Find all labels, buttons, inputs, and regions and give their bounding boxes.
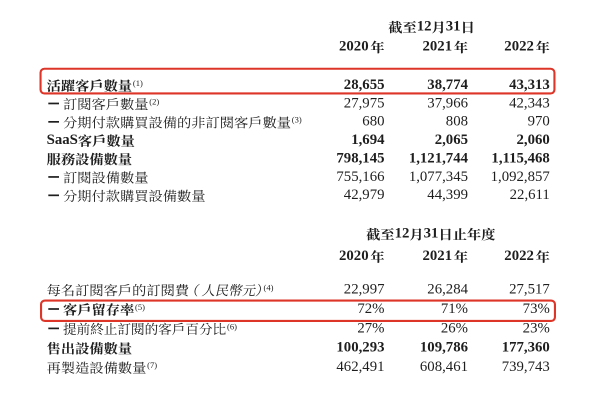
- svg-text:462,491: 462,491: [336, 359, 384, 375]
- svg-text:37,966: 37,966: [427, 95, 468, 111]
- svg-text:42,979: 42,979: [344, 187, 385, 203]
- svg-text:23%: 23%: [523, 320, 550, 336]
- svg-text:808: 808: [446, 114, 468, 130]
- svg-text:(7): (7): [147, 360, 157, 370]
- svg-text:27%: 27%: [357, 320, 384, 336]
- svg-text:1,121,744: 1,121,744: [409, 150, 469, 166]
- svg-text:608,461: 608,461: [420, 359, 468, 375]
- svg-text:31: 31: [424, 226, 439, 242]
- svg-text:680: 680: [362, 114, 384, 130]
- svg-text:(2): (2): [149, 96, 159, 106]
- svg-text:1,092,857: 1,092,857: [491, 169, 550, 185]
- svg-text:27,517: 27,517: [509, 282, 550, 298]
- svg-text:2022: 2022: [504, 39, 534, 55]
- svg-text:2021: 2021: [423, 39, 453, 55]
- svg-text:2021: 2021: [423, 248, 453, 264]
- svg-text:1,115,468: 1,115,468: [491, 150, 549, 166]
- svg-text:22,611: 22,611: [510, 187, 550, 203]
- svg-text:(4): (4): [264, 283, 274, 293]
- svg-text:73%: 73%: [523, 301, 550, 317]
- svg-text:(1): (1): [133, 78, 143, 88]
- svg-text:26%: 26%: [441, 320, 468, 336]
- svg-text:44,399: 44,399: [427, 187, 468, 203]
- svg-text:12: 12: [395, 226, 410, 242]
- svg-text:43,313: 43,313: [509, 77, 550, 93]
- svg-text:(3): (3): [292, 115, 302, 125]
- svg-text:100,293: 100,293: [336, 340, 384, 356]
- svg-text:31: 31: [446, 19, 461, 35]
- svg-text:71%: 71%: [441, 301, 468, 317]
- svg-text:2,065: 2,065: [435, 132, 468, 148]
- svg-text:109,786: 109,786: [420, 340, 468, 356]
- svg-text:38,774: 38,774: [427, 77, 468, 93]
- svg-text:26,284: 26,284: [427, 282, 468, 298]
- svg-text:28,655: 28,655: [344, 77, 385, 93]
- svg-text:970: 970: [528, 114, 550, 130]
- svg-text:739,743: 739,743: [502, 359, 550, 375]
- svg-text:1,694: 1,694: [351, 132, 385, 148]
- svg-text:2020: 2020: [339, 39, 369, 55]
- svg-text:798,145: 798,145: [336, 150, 384, 166]
- svg-text:2,060: 2,060: [517, 132, 550, 148]
- svg-text:12: 12: [417, 19, 432, 35]
- svg-text:42,343: 42,343: [509, 95, 550, 111]
- svg-text:72%: 72%: [357, 301, 384, 317]
- svg-text:755,166: 755,166: [336, 169, 384, 185]
- svg-text:2022: 2022: [504, 248, 534, 264]
- svg-text:(5): (5): [135, 302, 145, 312]
- svg-text:2020: 2020: [339, 248, 369, 264]
- svg-text:SaaS: SaaS: [47, 132, 78, 148]
- svg-text:1,077,345: 1,077,345: [409, 169, 468, 185]
- svg-text:(6): (6): [227, 321, 237, 331]
- svg-text:177,360: 177,360: [502, 340, 550, 356]
- svg-text:27,975: 27,975: [344, 95, 385, 111]
- svg-text:22,997: 22,997: [344, 282, 385, 298]
